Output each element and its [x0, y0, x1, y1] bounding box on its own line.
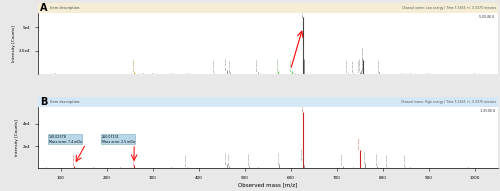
- Text: 762.59000: 762.59000: [365, 150, 366, 163]
- Text: 130.03000: 130.03000: [74, 153, 75, 165]
- Text: Channel name: High energy | Time 5.5665 +/- 0.0370 minutes: Channel name: High energy | Time 5.5665 …: [401, 100, 496, 104]
- Text: 629.92000: 629.92000: [304, 152, 305, 164]
- Text: 602.24000: 602.24000: [291, 58, 292, 71]
- Text: 809.54000: 809.54000: [386, 153, 388, 166]
- Text: 575.51000: 575.51000: [278, 151, 280, 164]
- Text: 736.66000: 736.66000: [353, 60, 354, 72]
- Text: 260.07131
Mass error: 2.5 mDa: 260.07131 Mass error: 2.5 mDa: [102, 135, 135, 144]
- Text: 626.51000: 626.51000: [302, 147, 303, 160]
- Text: 752.36000: 752.36000: [360, 57, 361, 70]
- Text: 758.37000: 758.37000: [363, 57, 364, 70]
- Text: 758.07000: 758.07000: [362, 46, 364, 59]
- Text: 713.51000: 713.51000: [342, 153, 343, 165]
- Text: 750.34000: 750.34000: [359, 59, 360, 72]
- Text: 627.54000: 627.54000: [302, 4, 304, 17]
- Text: 461.27000: 461.27000: [226, 151, 227, 164]
- Text: Channel name: Low energy | Time 5.5665 +/- 0.0370 minutes: Channel name: Low energy | Time 5.5665 +…: [402, 6, 496, 10]
- Text: 466.71000: 466.71000: [228, 153, 230, 165]
- Text: 849.04000: 849.04000: [404, 153, 406, 166]
- Text: Item description:: Item description:: [50, 6, 80, 10]
- Text: 374.21000: 374.21000: [186, 153, 187, 166]
- Text: 1.350E4: 1.350E4: [479, 109, 495, 113]
- Text: 130.02378
Mass error: 7.4 mDa: 130.02378 Mass error: 7.4 mDa: [49, 135, 82, 144]
- Text: 5.054E4: 5.054E4: [479, 15, 495, 19]
- Text: 461.27000: 461.27000: [226, 57, 227, 70]
- Text: 528.28000: 528.28000: [257, 58, 258, 71]
- Text: 573.50000: 573.50000: [278, 58, 279, 70]
- X-axis label: Observed mass [m/z]: Observed mass [m/z]: [238, 182, 297, 188]
- Y-axis label: Intensity [Counts]: Intensity [Counts]: [16, 119, 20, 156]
- Text: Item description:: Item description:: [50, 100, 80, 104]
- Text: 627.54000: 627.54000: [302, 99, 304, 111]
- Text: 509.40000: 509.40000: [248, 153, 250, 165]
- Y-axis label: Intensity [Counts]: Intensity [Counts]: [12, 25, 16, 62]
- Text: A: A: [40, 3, 48, 13]
- Text: 789.01000: 789.01000: [377, 152, 378, 165]
- Text: 792.59000: 792.59000: [378, 59, 380, 72]
- Text: B: B: [40, 97, 48, 107]
